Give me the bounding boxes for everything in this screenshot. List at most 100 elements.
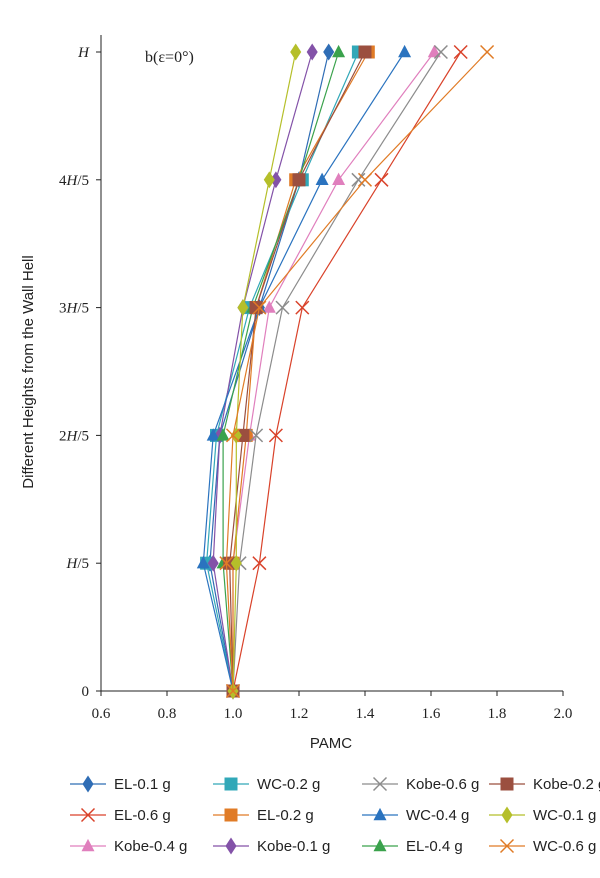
legend-label: EL-0.6 g bbox=[114, 807, 171, 824]
series-el-0-6-g bbox=[225, 44, 468, 699]
x-marker-stroke bbox=[225, 428, 241, 443]
triangle-marker bbox=[196, 556, 210, 569]
x-marker bbox=[480, 44, 495, 60]
legend-item: WC-0.2 g bbox=[213, 776, 320, 793]
x-marker bbox=[453, 44, 468, 60]
series-line bbox=[232, 51, 442, 692]
legend-item: EL-0.4 g bbox=[362, 838, 463, 855]
triangle-marker bbox=[206, 428, 220, 441]
y-tick-label: 0 bbox=[82, 684, 90, 700]
triangle-marker bbox=[81, 838, 95, 852]
x-marker-stroke bbox=[295, 300, 310, 315]
legend-label: WC-0.6 g bbox=[533, 838, 596, 855]
diamond-marker bbox=[82, 775, 94, 793]
x-marker bbox=[374, 172, 389, 187]
x-tick-label: 1.2 bbox=[290, 706, 309, 722]
legend-label: Kobe-0.1 g bbox=[257, 838, 330, 855]
x-tick-label: 1.0 bbox=[224, 706, 243, 722]
x-marker bbox=[249, 428, 264, 443]
series-layer bbox=[196, 43, 495, 700]
diamond-marker bbox=[225, 837, 237, 855]
axes: 0.6 0.8 1.0 1.2 1.4 1.6 1.8 2.0 0 H/5 2H/5 3H/5 4H/5… bbox=[59, 35, 572, 722]
legend-item: Kobe-0.4 g bbox=[70, 838, 187, 855]
series-line bbox=[232, 51, 297, 692]
legend-item: WC-0.4 g bbox=[362, 807, 469, 824]
x-tick-label: 1.4 bbox=[356, 706, 375, 722]
diamond-marker bbox=[501, 806, 513, 824]
x-marker bbox=[275, 300, 290, 315]
legend-label: WC-0.2 g bbox=[257, 776, 320, 793]
diamond-marker bbox=[237, 299, 249, 317]
x-marker bbox=[357, 172, 373, 187]
x-marker bbox=[219, 556, 234, 571]
square-marker bbox=[500, 777, 514, 791]
series-line bbox=[232, 51, 369, 691]
x-marker-stroke bbox=[453, 44, 468, 60]
series-el-0-2-g bbox=[226, 45, 375, 698]
series-line bbox=[232, 51, 435, 691]
x-marker-stroke bbox=[351, 172, 366, 187]
x-marker-stroke bbox=[372, 776, 388, 792]
x-marker bbox=[252, 300, 267, 315]
x-marker-stroke bbox=[433, 44, 448, 60]
series-wc-0-2-g bbox=[200, 45, 365, 698]
legend-item: EL-0.2 g bbox=[213, 807, 314, 824]
series-line bbox=[205, 51, 359, 692]
legend-item: Kobe-0.2 g bbox=[489, 776, 600, 793]
square-marker bbox=[249, 301, 263, 315]
x-marker-stroke bbox=[480, 44, 495, 60]
legend-item: Kobe-0.6 g bbox=[362, 776, 479, 793]
x-marker bbox=[499, 838, 515, 854]
y-tick-label: 4H/5 bbox=[59, 173, 89, 189]
x-marker-stroke bbox=[275, 300, 290, 315]
legend-label: Kobe-0.4 g bbox=[114, 838, 187, 855]
x-marker bbox=[295, 300, 310, 315]
x-marker-stroke bbox=[252, 556, 267, 571]
triangle-marker bbox=[398, 44, 412, 58]
x-tick-label: 0.6 bbox=[92, 706, 111, 722]
series-line bbox=[222, 51, 340, 692]
series-kobe-0-4-g bbox=[226, 44, 441, 697]
y-tick-label: 2H/5 bbox=[59, 428, 89, 444]
series-kobe-0-1-g bbox=[207, 43, 318, 700]
y-tick-label: H/5 bbox=[65, 556, 89, 572]
triangle-marker bbox=[315, 172, 329, 185]
y-tick-label: H bbox=[77, 45, 90, 61]
legend-item: Kobe-0.1 g bbox=[213, 837, 330, 855]
x-marker-stroke bbox=[225, 683, 241, 699]
legend-label: Kobe-0.6 g bbox=[406, 776, 479, 793]
legend-label: EL-0.1 g bbox=[114, 776, 171, 793]
y-axis-title: Different Heights from the Wall Hell bbox=[20, 255, 37, 488]
chart-annotation: b(ε=0°) bbox=[145, 49, 194, 66]
legend-item: EL-0.1 g bbox=[70, 775, 171, 793]
x-marker-stroke bbox=[374, 172, 389, 187]
x-marker-stroke bbox=[80, 807, 96, 823]
x-tick-label: 1.6 bbox=[422, 706, 441, 722]
series-wc-0-1-g bbox=[227, 43, 302, 700]
x-marker-stroke bbox=[499, 838, 515, 854]
square-marker bbox=[224, 808, 238, 822]
legend-label: EL-0.4 g bbox=[406, 838, 463, 855]
legend-item: EL-0.6 g bbox=[70, 807, 171, 824]
diamond-marker bbox=[207, 554, 219, 572]
legend-label: WC-0.4 g bbox=[406, 807, 469, 824]
triangle-marker bbox=[373, 807, 387, 821]
y-tick-label: 3H/5 bbox=[59, 301, 89, 317]
series-line bbox=[229, 51, 366, 692]
series-line bbox=[212, 51, 313, 692]
series-line bbox=[202, 51, 406, 692]
legend-item: WC-0.6 g bbox=[489, 838, 596, 855]
diamond-marker bbox=[270, 171, 282, 189]
square-marker bbox=[224, 777, 238, 791]
legend-label: WC-0.1 g bbox=[533, 807, 596, 824]
legend-label: Kobe-0.2 g bbox=[533, 776, 600, 793]
triangle-marker bbox=[373, 838, 387, 852]
diamond-marker bbox=[323, 43, 335, 61]
diamond-marker bbox=[230, 554, 242, 572]
series-kobe-0-2-g bbox=[223, 45, 372, 698]
x-marker-stroke bbox=[357, 172, 373, 187]
x-tick-label: 2.0 bbox=[554, 706, 573, 722]
triangle-marker bbox=[427, 44, 441, 58]
x-marker-stroke bbox=[268, 428, 283, 443]
